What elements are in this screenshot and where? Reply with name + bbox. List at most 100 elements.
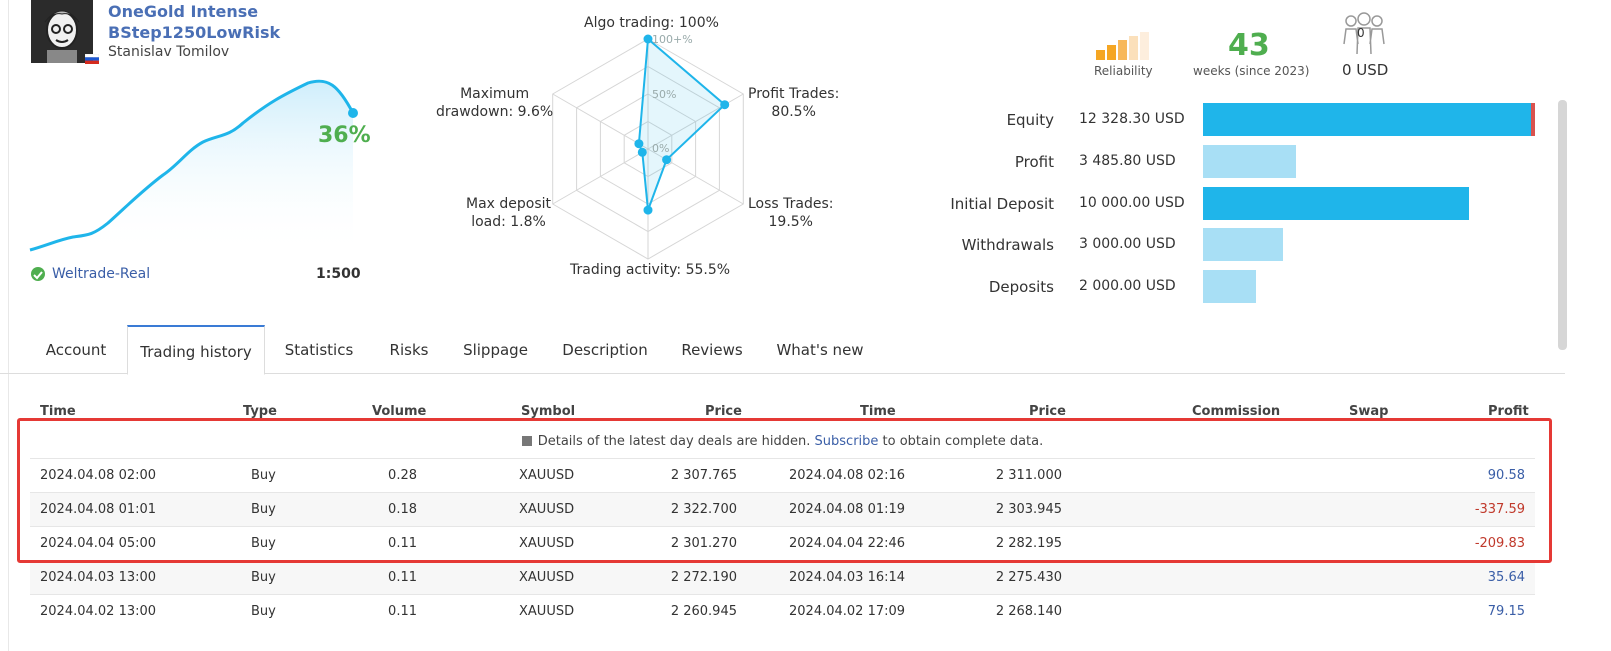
radar-chart — [552, 34, 744, 260]
tab-reviews[interactable]: Reviews — [681, 341, 743, 359]
left-divider — [8, 0, 9, 651]
table-cell: Buy — [251, 468, 276, 483]
table-cell: 90.58 — [1487, 468, 1525, 483]
table-cell: 2 282.195 — [995, 536, 1062, 551]
table-cell: 2 311.000 — [995, 468, 1062, 483]
table-cell: 2 268.140 — [995, 604, 1062, 619]
table-cell: 2 322.700 — [670, 502, 737, 517]
col-header-volume[interactable]: Volume — [372, 404, 427, 419]
subscribers-count: 0 — [1357, 26, 1365, 40]
tab-slippage[interactable]: Slippage — [463, 341, 528, 359]
russia-flag-icon — [84, 49, 100, 64]
radar-label-drawdown: Maximum drawdown: 9.6% — [436, 86, 554, 120]
radar-label-loss: Loss Trades: 19.5% — [748, 196, 834, 230]
table-cell: 35.64 — [1487, 570, 1525, 585]
reliability-bars-icon — [1096, 32, 1149, 60]
radar-label-activity: Trading activity: 55.5% — [570, 262, 731, 278]
balance-value: 3 000.00 USD — [1079, 236, 1176, 252]
radar-axis — [552, 148, 649, 205]
subscribers-icon — [1343, 12, 1385, 55]
table-cell: 2 301.270 — [670, 536, 737, 551]
tab-risks[interactable]: Risks — [389, 341, 429, 359]
tab-description[interactable]: Description — [562, 341, 648, 359]
table-cell: 2024.04.04 05:00 — [40, 536, 157, 551]
highlight-box — [17, 418, 1552, 563]
lock-icon — [521, 436, 532, 446]
table-cell: Buy — [251, 502, 276, 517]
col-header-symbol[interactable]: Symbol — [521, 404, 576, 419]
subscribe-link[interactable]: Subscribe — [814, 434, 879, 449]
tab-account[interactable]: Account — [45, 341, 107, 359]
col-header-time[interactable]: Time — [40, 404, 76, 419]
signal-name[interactable]: OneGold Intense — [108, 2, 259, 21]
table-row[interactable]: 2024.04.03 13:00 Buy 0.11 XAUUSD 2 272.190 20… — [30, 560, 1535, 595]
balance-bar — [1203, 103, 1535, 136]
col-header-close-time[interactable]: Time — [860, 404, 896, 419]
table-cell: 2024.04.04 22:46 — [789, 536, 906, 551]
tab-whats-new[interactable]: What's new — [776, 341, 864, 359]
table-cell: Buy — [251, 570, 276, 585]
col-header-close-price[interactable]: Price — [1029, 404, 1066, 419]
broker-link[interactable]: Weltrade-Real — [52, 266, 151, 282]
table-cell: 2 260.945 — [670, 604, 737, 619]
table-cell: 0.18 — [388, 502, 417, 517]
balance-bar — [1203, 270, 1256, 303]
table-cell: 2024.04.03 13:00 — [40, 570, 157, 585]
table-cell: 2024.04.08 01:01 — [40, 502, 157, 517]
page-scrollbar[interactable] — [1558, 100, 1567, 350]
table-cell: XAUUSD — [519, 604, 575, 619]
weeks-label: weeks (since 2023) — [1193, 64, 1310, 78]
table-row[interactable]: 2024.04.08 01:01 Buy 0.18 XAUUSD 2 322.700 20… — [30, 492, 1535, 527]
table-cell: 2 275.430 — [995, 570, 1062, 585]
radar-point — [662, 155, 672, 165]
radar-point — [637, 147, 647, 157]
table-cell: XAUUSD — [519, 570, 575, 585]
equity-drawdown-marker — [1531, 103, 1535, 136]
col-header-price[interactable]: Price — [705, 404, 742, 419]
table-cell: Buy — [251, 536, 276, 551]
author-name[interactable]: Stanislav Tomilov — [108, 44, 230, 60]
table-cell: 2024.04.03 16:14 — [789, 570, 906, 585]
balance-value: 10 000.00 USD — [1079, 195, 1185, 211]
weeks-count: 43 — [1228, 28, 1270, 63]
balance-label: Initial Deposit — [950, 195, 1054, 213]
table-row[interactable]: 2024.04.04 05:00 Buy 0.11 XAUUSD 2 301.270 20… — [30, 526, 1535, 561]
balance-label: Equity — [1006, 111, 1054, 129]
table-cell: XAUUSD — [519, 536, 575, 551]
avatar[interactable] — [31, 0, 93, 63]
radar-tick-50: 50% — [652, 88, 677, 101]
leverage: 1:500 — [316, 266, 361, 282]
balance-label: Deposits — [988, 278, 1054, 296]
table-cell: 0.11 — [388, 604, 417, 619]
table-cell: 79.15 — [1487, 604, 1525, 619]
table-cell: -337.59 — [1474, 502, 1525, 517]
signal-name-line2[interactable]: BStep1250LowRisk — [108, 23, 281, 42]
radar-point — [634, 139, 644, 149]
balance-bar — [1203, 228, 1283, 261]
table-row[interactable]: 2024.04.02 13:00 Buy 0.11 XAUUSD 2 260.945 20… — [30, 594, 1535, 629]
table-row[interactable]: 2024.04.08 02:00 Buy 0.28 XAUUSD 2 307.765 20… — [30, 458, 1535, 493]
table-cell: XAUUSD — [519, 502, 575, 517]
balance-label: Profit — [1014, 153, 1054, 171]
table-cell: 2 307.765 — [670, 468, 737, 483]
tab-statistics[interactable]: Statistics — [284, 341, 354, 359]
tab-trading-history[interactable]: Trading history — [127, 325, 265, 375]
balance-value: 3 485.80 USD — [1079, 153, 1176, 169]
table-cell: 2 303.945 — [995, 502, 1062, 517]
radar-label-deposit-load: Max deposit load: 1.8% — [466, 196, 552, 230]
table-cell: Buy — [251, 604, 276, 619]
col-header-type[interactable]: Type — [243, 404, 277, 419]
balance-value: 12 328.30 USD — [1079, 111, 1185, 127]
tab-bar: Account Trading history Statistics Risks… — [0, 325, 1565, 375]
radar-point — [720, 100, 730, 110]
subscribers-value: 0 USD — [1342, 61, 1389, 79]
table-cell: 0.11 — [388, 536, 417, 551]
col-header-commission[interactable]: Commission — [1192, 404, 1281, 419]
radar-label-profit: Profit Trades: 80.5% — [748, 86, 840, 120]
balance-bar — [1203, 145, 1296, 178]
col-header-swap[interactable]: Swap — [1349, 404, 1389, 419]
balance-value: 2 000.00 USD — [1079, 278, 1176, 294]
table-cell: 2024.04.02 17:09 — [789, 604, 906, 619]
table-cell: 0.28 — [388, 468, 417, 483]
col-header-profit[interactable]: Profit — [1488, 404, 1529, 419]
